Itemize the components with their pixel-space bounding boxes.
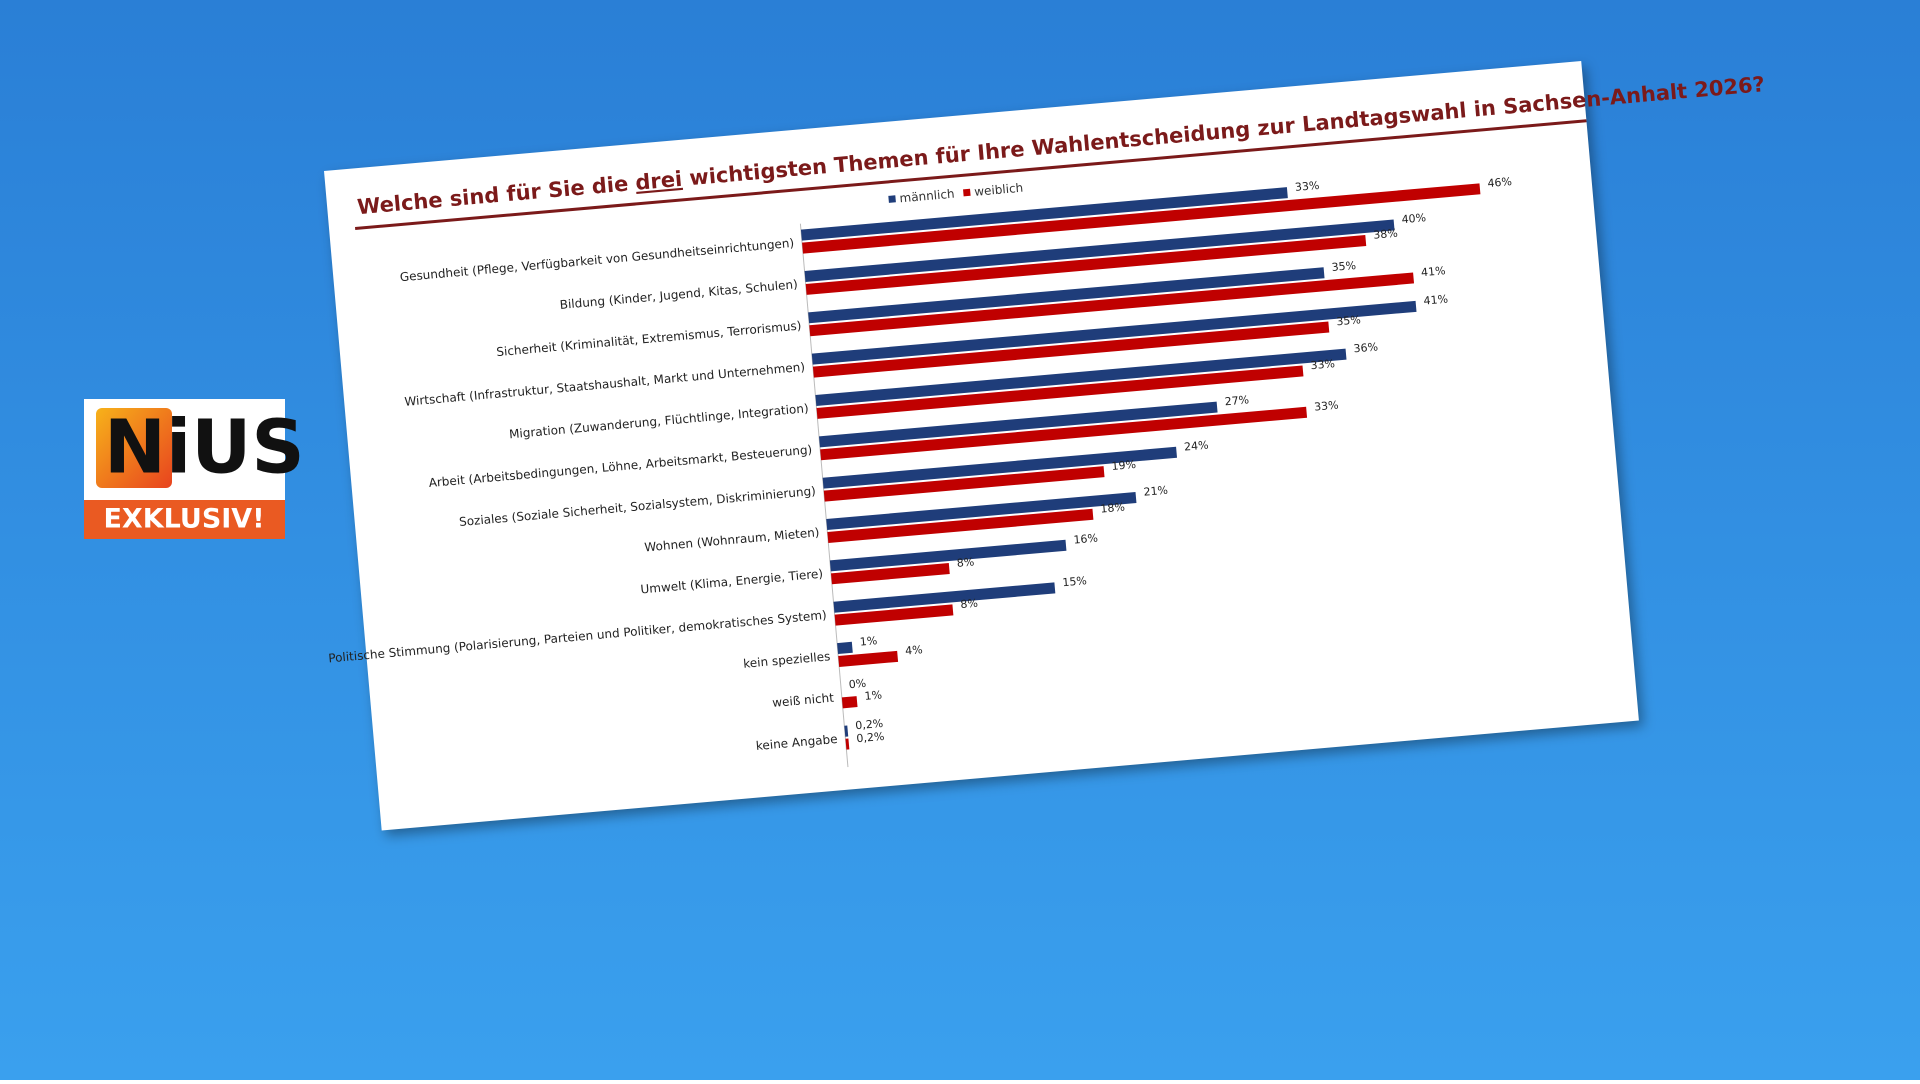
chart-card: Welche sind für Sie die drei wichtigsten… [324,61,1766,831]
bar [838,650,899,667]
bar [826,491,1137,531]
bar [802,183,1481,254]
bar [834,604,954,626]
value-label: 16% [1073,531,1098,546]
badge: EXKLUSIV! [103,504,264,535]
logo-mark [96,408,172,488]
value-label: 35% [1331,259,1356,274]
value-label: 41% [1423,293,1448,308]
value-label: 36% [1353,340,1378,355]
value-label: 35% [1336,313,1361,328]
bar [811,300,1417,365]
logo: NiUS EXKLUSIV! [84,399,305,539]
value-label: 27% [1224,393,1249,408]
bar [829,539,1067,572]
value-label: 8% [960,597,979,611]
bar [823,466,1105,502]
bar [833,582,1056,613]
legend-label: männlich [899,187,955,206]
value-label: 24% [1184,438,1209,453]
bar [844,725,849,737]
value-label: 46% [1487,175,1512,190]
value-label: 19% [1111,458,1136,473]
value-label: 0,2% [855,717,884,732]
bar [819,401,1218,448]
bar [804,219,1395,282]
legend-swatch [963,188,971,197]
value-label: 18% [1100,501,1125,516]
badge-box [84,500,285,539]
value-label: 0% [848,677,867,691]
bar [841,696,858,709]
bar [822,446,1178,489]
category-label: weiß nicht [772,691,835,710]
bar [820,406,1308,461]
bar [816,365,1304,419]
value-label: 40% [1401,211,1426,226]
legend-swatch [888,195,896,203]
title-emphasis: drei [634,167,683,195]
value-label: 0,2% [856,730,885,745]
title-rule [354,119,1587,230]
bar [830,563,950,585]
value-label: 33% [1310,357,1335,372]
value-label: 4% [905,643,924,657]
value-label: 33% [1314,398,1339,413]
bar [812,321,1330,378]
bar [800,187,1288,241]
legend-label: weiblich [974,181,1024,199]
value-label: 21% [1143,484,1168,499]
bar [837,641,853,655]
value-label: 15% [1062,574,1087,589]
value-label: 1% [864,688,883,702]
value-label: 1% [859,634,878,648]
bar [809,272,1415,337]
bar [827,508,1094,543]
bar [845,738,850,750]
value-label: 8% [956,555,975,569]
value-label: 41% [1421,264,1446,279]
value-label: 38% [1373,227,1398,242]
bar [805,234,1367,295]
bar [815,348,1347,406]
value-label: 33% [1294,179,1319,194]
bar [808,267,1325,324]
logo-name: NiUS [104,405,305,491]
